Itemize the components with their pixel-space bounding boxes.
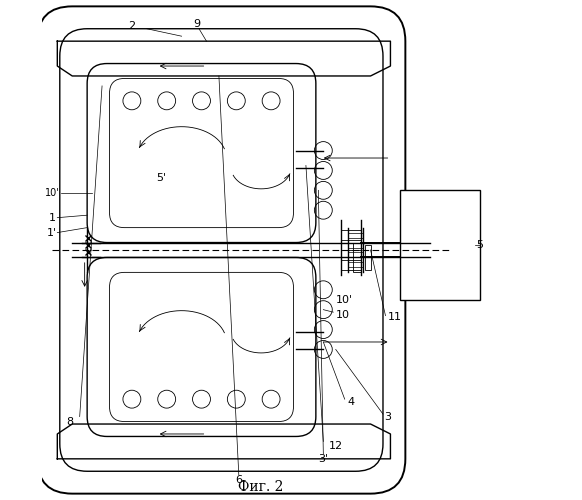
Text: 3': 3' <box>318 454 328 464</box>
Text: 10': 10' <box>336 294 353 304</box>
Bar <box>353 242 361 258</box>
Text: 5: 5 <box>477 240 484 250</box>
Bar <box>364 245 371 258</box>
Text: 9: 9 <box>193 19 200 29</box>
Text: 6: 6 <box>235 474 242 484</box>
Text: 10': 10' <box>45 188 60 198</box>
Text: 1: 1 <box>49 212 56 222</box>
Text: 8: 8 <box>66 416 73 426</box>
Bar <box>353 258 361 272</box>
Text: 10: 10 <box>336 310 350 320</box>
Text: 12: 12 <box>329 442 343 452</box>
Text: 4: 4 <box>347 396 354 406</box>
FancyBboxPatch shape <box>400 190 480 300</box>
Text: Фиг. 2: Фиг. 2 <box>239 480 284 494</box>
Text: 11: 11 <box>388 312 402 322</box>
Text: 1': 1' <box>47 228 58 237</box>
Bar <box>364 258 371 270</box>
Text: 5': 5' <box>157 173 167 183</box>
Text: 2: 2 <box>128 21 136 31</box>
Text: 3: 3 <box>385 412 392 422</box>
